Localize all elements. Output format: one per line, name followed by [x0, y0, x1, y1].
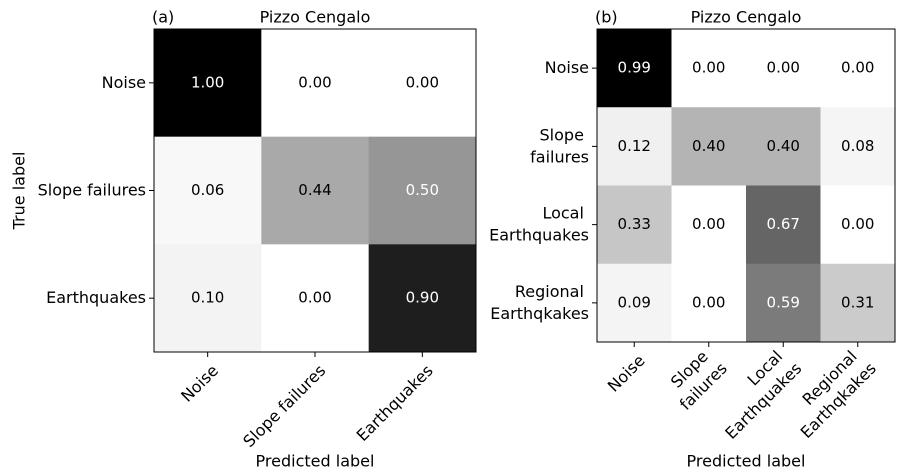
x-tick-label: Noise — [603, 351, 648, 396]
x-tick-label: Slope failures — [239, 361, 329, 451]
chart-title: Pizzo Cengalo — [691, 8, 802, 27]
x-tick-label: Noise — [177, 361, 222, 406]
cell-label: 0.50 — [406, 181, 439, 199]
cell — [671, 107, 747, 186]
cell-label: 0.00 — [841, 59, 874, 77]
cell — [368, 244, 477, 353]
panel-label: (b) — [595, 8, 618, 27]
cell — [597, 263, 672, 343]
cell-label: 0.67 — [767, 215, 800, 233]
y-tick-label: Noise — [545, 58, 589, 77]
cell — [261, 244, 370, 353]
y-tick-label: Earthquakes — [46, 288, 146, 307]
cell-label: 0.12 — [618, 137, 651, 155]
cell-label: 0.40 — [767, 137, 800, 155]
cell-label: 0.00 — [692, 293, 725, 311]
x-axis-label: Predicted label — [687, 452, 806, 471]
y-tick-label: Slope failures — [530, 125, 589, 166]
cell — [261, 29, 370, 138]
cell-label: 0.06 — [191, 181, 224, 199]
cell-label: 0.10 — [191, 289, 224, 307]
cell — [368, 29, 477, 138]
cell — [597, 107, 672, 186]
cell — [820, 263, 896, 343]
cell — [154, 136, 262, 245]
y-tick-label: Regional Earthqkakes — [490, 281, 589, 322]
cell — [746, 107, 821, 186]
cell-label: 1.00 — [191, 73, 224, 91]
cell — [746, 185, 821, 265]
x-tick-label: Regional Earthqkakes — [781, 343, 880, 442]
cell-label: 0.33 — [618, 215, 651, 233]
cell-label: 0.90 — [406, 289, 439, 307]
plot-frame — [596, 28, 896, 343]
cell — [820, 185, 896, 265]
chart-title: Pizzo Cengalo — [260, 8, 371, 27]
cell — [597, 185, 672, 265]
x-tick-label: Local Earthquakes — [705, 343, 805, 443]
cell — [746, 263, 821, 343]
cell-label: 0.09 — [618, 293, 651, 311]
cell-label: 0.40 — [692, 137, 725, 155]
cell — [671, 263, 747, 343]
cell-label: 0.00 — [767, 59, 800, 77]
y-tick-label: Local Earthquakes — [489, 203, 589, 244]
panel-label: (a) — [152, 8, 174, 27]
cell-label: 0.31 — [841, 293, 874, 311]
cell-label: 0.00 — [841, 215, 874, 233]
cell — [671, 185, 747, 265]
cell — [671, 29, 747, 108]
cell — [154, 29, 262, 138]
cell — [261, 136, 370, 245]
cell-label: 0.08 — [841, 137, 874, 155]
cell — [368, 136, 477, 245]
y-tick-label: Noise — [102, 72, 146, 91]
cell-label: 0.99 — [618, 59, 651, 77]
x-tick-label: Earthquakes — [352, 361, 436, 445]
cell-label: 0.00 — [298, 289, 331, 307]
cell-label: 0.44 — [298, 181, 331, 199]
x-tick-label: Slope failures — [660, 343, 731, 414]
cell-label: 0.00 — [692, 59, 725, 77]
cell — [746, 29, 821, 108]
cell — [820, 29, 896, 108]
x-axis-label: Predicted label — [256, 452, 375, 471]
cell-label: 0.00 — [692, 215, 725, 233]
y-axis-label: True label — [10, 152, 29, 231]
cell-label: 0.59 — [767, 293, 800, 311]
cell — [597, 29, 672, 108]
cell — [820, 107, 896, 186]
cell — [154, 244, 262, 353]
y-tick-label: Slope failures — [38, 180, 146, 199]
cell-label: 0.00 — [298, 73, 331, 91]
cell-label: 0.00 — [406, 73, 439, 91]
